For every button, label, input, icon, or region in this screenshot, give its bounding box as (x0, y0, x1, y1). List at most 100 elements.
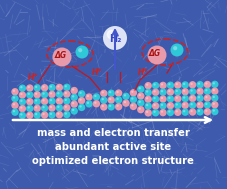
Circle shape (159, 109, 167, 116)
Circle shape (48, 84, 56, 91)
Circle shape (138, 94, 141, 96)
Circle shape (211, 94, 219, 102)
Circle shape (170, 43, 183, 57)
Circle shape (152, 82, 159, 89)
Circle shape (27, 93, 30, 95)
Circle shape (130, 103, 137, 110)
Circle shape (20, 113, 22, 116)
Circle shape (50, 99, 52, 101)
Circle shape (182, 95, 189, 102)
Circle shape (168, 90, 170, 92)
Circle shape (168, 83, 170, 85)
Circle shape (71, 94, 78, 101)
Circle shape (212, 89, 215, 91)
Circle shape (71, 107, 78, 115)
Circle shape (146, 104, 148, 106)
Circle shape (72, 109, 74, 111)
Circle shape (48, 111, 56, 119)
Circle shape (41, 111, 48, 119)
Circle shape (48, 98, 56, 105)
Circle shape (168, 103, 170, 106)
Circle shape (56, 91, 63, 98)
Circle shape (57, 92, 59, 94)
Circle shape (182, 102, 189, 109)
Circle shape (101, 98, 104, 100)
Circle shape (19, 98, 26, 105)
Circle shape (173, 46, 177, 50)
Circle shape (35, 113, 37, 115)
Circle shape (109, 98, 111, 100)
Circle shape (137, 92, 145, 100)
Circle shape (145, 82, 152, 89)
Circle shape (41, 98, 48, 105)
Circle shape (87, 95, 89, 97)
Circle shape (78, 90, 85, 98)
Circle shape (153, 83, 156, 86)
Circle shape (189, 108, 196, 116)
Circle shape (115, 89, 122, 97)
Circle shape (175, 90, 178, 92)
Circle shape (174, 88, 182, 96)
Circle shape (182, 81, 189, 89)
Circle shape (11, 102, 19, 109)
Circle shape (71, 87, 78, 94)
Circle shape (212, 96, 215, 98)
Circle shape (100, 96, 108, 104)
Circle shape (79, 105, 82, 108)
Circle shape (42, 92, 45, 95)
Circle shape (148, 46, 166, 64)
Circle shape (56, 97, 63, 105)
Text: ΔG: ΔG (149, 49, 161, 58)
Circle shape (42, 99, 45, 101)
Circle shape (153, 104, 156, 106)
Circle shape (13, 90, 15, 92)
Circle shape (167, 102, 174, 109)
Circle shape (204, 94, 211, 102)
Circle shape (131, 104, 133, 107)
Circle shape (72, 88, 74, 91)
Circle shape (56, 111, 63, 118)
Circle shape (101, 91, 104, 94)
Circle shape (41, 105, 48, 112)
Circle shape (138, 87, 141, 89)
Circle shape (152, 89, 159, 96)
Circle shape (189, 81, 196, 88)
Circle shape (64, 92, 67, 94)
Circle shape (27, 106, 30, 109)
Text: H*: H* (92, 68, 102, 77)
Circle shape (122, 99, 130, 107)
Circle shape (175, 110, 178, 112)
Circle shape (137, 106, 145, 113)
Circle shape (52, 47, 72, 67)
Circle shape (50, 113, 52, 115)
Circle shape (182, 108, 189, 116)
Circle shape (161, 90, 163, 92)
Circle shape (57, 85, 59, 88)
Circle shape (146, 97, 148, 99)
Circle shape (19, 112, 26, 119)
Circle shape (48, 91, 56, 98)
Circle shape (183, 90, 185, 92)
Circle shape (42, 106, 45, 108)
Circle shape (182, 88, 189, 95)
Circle shape (20, 106, 22, 109)
Circle shape (26, 91, 34, 98)
Circle shape (101, 105, 104, 107)
Circle shape (145, 109, 152, 117)
Circle shape (109, 91, 111, 93)
Circle shape (108, 103, 115, 111)
Circle shape (212, 103, 215, 105)
Circle shape (20, 93, 22, 95)
Circle shape (196, 81, 204, 88)
Circle shape (175, 83, 178, 85)
Circle shape (159, 88, 167, 96)
Circle shape (93, 93, 100, 101)
Circle shape (100, 103, 108, 111)
Circle shape (116, 98, 119, 100)
Circle shape (183, 103, 185, 105)
Circle shape (153, 90, 156, 92)
Circle shape (124, 101, 126, 103)
Circle shape (131, 91, 133, 93)
Circle shape (174, 95, 182, 102)
Circle shape (63, 111, 71, 118)
